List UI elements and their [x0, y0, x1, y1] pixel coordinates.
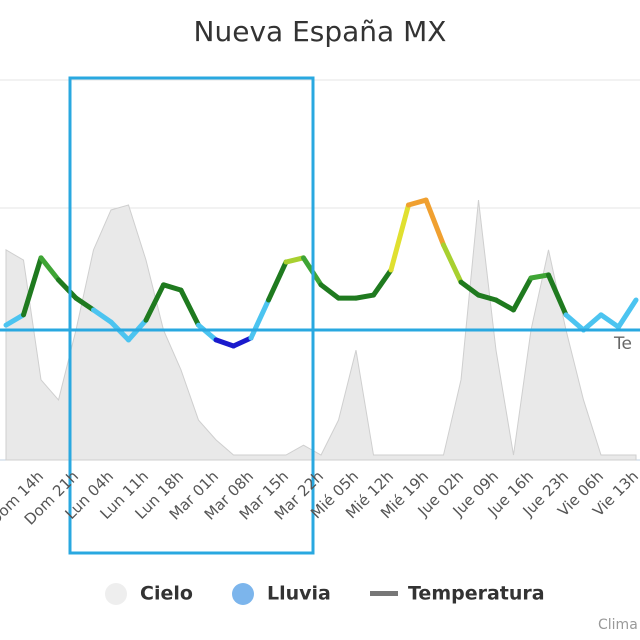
temperature-segment — [528, 272, 551, 281]
temperature-segment — [73, 295, 96, 313]
temperature-segment — [196, 322, 219, 343]
temperature-segment — [511, 275, 534, 313]
temperature-segment — [248, 297, 271, 341]
temperature-segment — [178, 287, 201, 328]
temperature-segment — [143, 282, 166, 323]
legend-symbol — [232, 583, 254, 605]
plot-line-label: Te — [613, 334, 632, 354]
temperature-segment — [616, 297, 639, 330]
temperature-segment — [546, 272, 569, 318]
legend-symbol — [370, 591, 398, 596]
legend: Cielo Lluvia Temperatura — [105, 583, 545, 605]
temperature-segment — [38, 255, 61, 283]
temperature-segment — [563, 312, 586, 333]
temperature-segment — [423, 197, 446, 248]
temperature-segment — [353, 292, 376, 301]
temperature-segment — [371, 267, 394, 298]
temperature-segment — [21, 255, 44, 318]
temperature-segment — [493, 297, 516, 313]
temperature-segment — [161, 282, 184, 293]
temperature-segment — [318, 282, 341, 301]
temperature-segment — [406, 197, 429, 208]
legend-label: Lluvia — [267, 583, 331, 605]
temperature-segment — [213, 337, 236, 349]
temperature-segment — [56, 277, 79, 301]
temperature-segment — [598, 312, 621, 330]
temperature-segment — [3, 312, 26, 328]
temperature-segment — [441, 242, 464, 285]
legend-label: Cielo — [140, 583, 193, 605]
temperature-segment — [91, 307, 114, 325]
temperature-segment — [581, 312, 604, 333]
temperature-segment — [231, 335, 254, 349]
legend-label: Temperatura — [408, 583, 545, 605]
temperature-segment — [266, 259, 289, 303]
temperature-segment — [283, 255, 306, 265]
highlight-box — [68, 76, 315, 555]
temperature-segment — [476, 292, 499, 303]
legend-symbol — [105, 583, 127, 605]
line-layer — [0, 197, 640, 349]
credits: Clima — [598, 617, 638, 633]
temperature-segment — [388, 202, 411, 273]
temperature-segment — [458, 279, 481, 298]
chart-title: Nueva España MX — [194, 15, 447, 48]
